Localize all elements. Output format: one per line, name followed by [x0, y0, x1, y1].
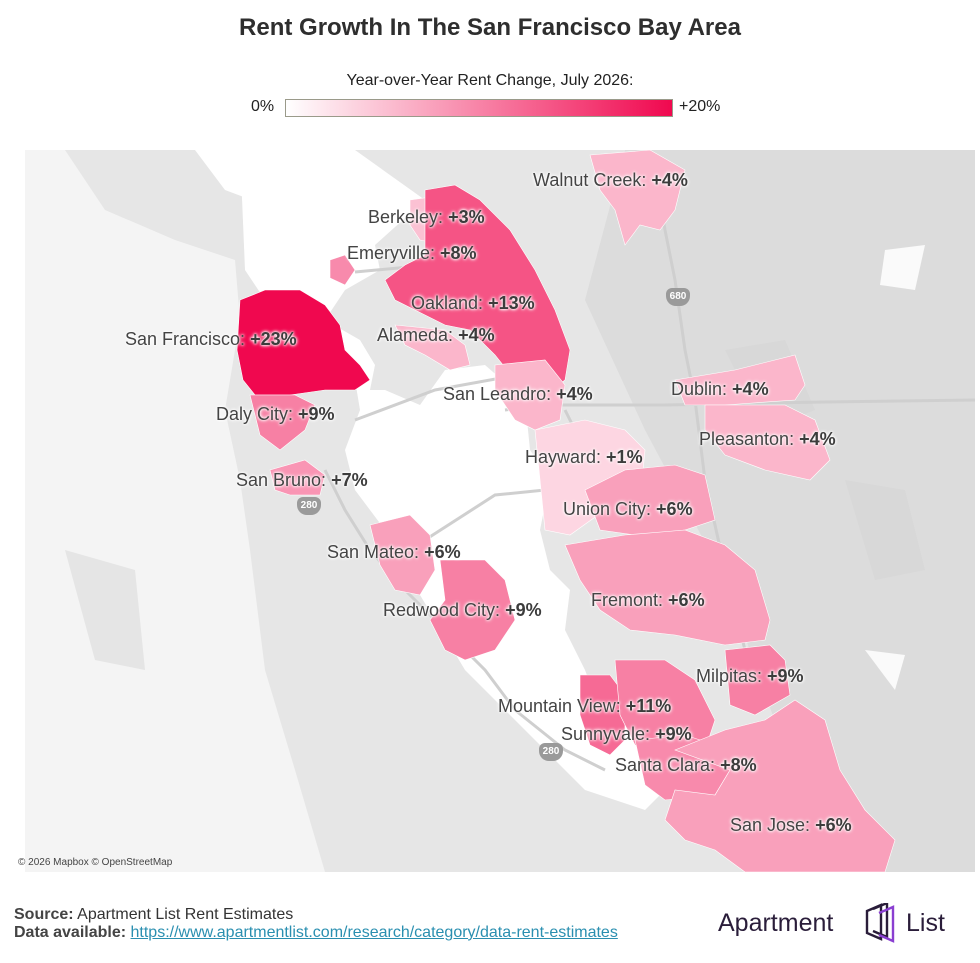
data-source-link[interactable]: https://www.apartmentlist.com/research/c…: [130, 924, 618, 941]
city-label[interactable]: San Mateo: +6%: [327, 542, 461, 562]
basemap: [25, 150, 975, 872]
city-label[interactable]: Daly City: +9%: [216, 404, 335, 424]
city-label[interactable]: Walnut Creek: +4%: [533, 170, 688, 190]
city-label[interactable]: San Francisco: +23%: [125, 329, 297, 349]
region-redwood-city[interactable]: [429, 559, 516, 661]
city-label[interactable]: Hayward: +1%: [525, 447, 643, 467]
source-text: Apartment List Rent Estimates: [77, 906, 294, 923]
map-title: Rent Growth In The San Francisco Bay Are…: [239, 14, 741, 41]
city-label[interactable]: Mountain View: +11%: [498, 696, 672, 716]
city-label[interactable]: Oakland: +13%: [411, 293, 535, 313]
city-label[interactable]: Milpitas: +9%: [696, 666, 804, 686]
region-dublin[interactable]: [674, 354, 806, 406]
city-label[interactable]: Redwood City: +9%: [383, 600, 542, 620]
region-union-city[interactable]: [584, 464, 716, 536]
region-san-leandro[interactable]: [494, 359, 566, 431]
legend-min-label: 0%: [251, 98, 275, 115]
map-area[interactable]: 680 280 280 Walnut Creek: +4% Berkeley: …: [25, 150, 975, 872]
brand-word-apartment: Apartment: [718, 909, 834, 937]
city-label[interactable]: San Jose: +6%: [730, 815, 852, 835]
map-attribution: © 2026 Mapbox © OpenStreetMap: [18, 857, 173, 868]
city-label[interactable]: Santa Clara: +8%: [615, 755, 757, 775]
interstate-280-shield: 280: [297, 497, 321, 515]
region-emeryville[interactable]: [329, 254, 356, 286]
city-label[interactable]: Alameda: +4%: [377, 325, 495, 345]
region-walnut-creek[interactable]: [589, 150, 686, 246]
region-milpitas[interactable]: [724, 644, 791, 716]
region-fremont[interactable]: [564, 529, 771, 646]
legend-max-label: +20%: [679, 98, 721, 115]
brand-word-list: List: [906, 909, 945, 937]
source-label: Source:: [14, 906, 74, 923]
legend-color-ramp: [285, 99, 673, 117]
city-label[interactable]: Pleasanton: +4%: [699, 429, 836, 449]
region-alameda[interactable]: [394, 324, 471, 371]
city-label[interactable]: Dublin: +4%: [671, 379, 769, 399]
region-san-francisco[interactable]: [236, 289, 371, 396]
city-label[interactable]: San Bruno: +7%: [236, 470, 368, 490]
region-pleasanton[interactable]: [704, 404, 831, 481]
city-label[interactable]: Sunnyvale: +9%: [561, 724, 692, 744]
data-available-line: Data available: https://www.apartmentlis…: [14, 924, 618, 942]
region-mountain-view[interactable]: [579, 674, 626, 756]
city-label[interactable]: Fremont: +6%: [591, 590, 705, 610]
region-san-mateo[interactable]: [369, 514, 436, 596]
region-san-jose[interactable]: [664, 699, 896, 872]
region-daly-city[interactable]: [249, 394, 316, 451]
region-san-bruno[interactable]: [269, 459, 326, 496]
legend-title: Year-over-Year Rent Change, July 2026:: [346, 72, 634, 89]
apartment-list-logo: Apartment List: [718, 901, 958, 945]
city-label[interactable]: San Leandro: +4%: [443, 384, 593, 404]
city-label[interactable]: Union City: +6%: [563, 499, 693, 519]
city-label[interactable]: Berkeley: +3%: [368, 207, 485, 227]
interstate-680-shield: 680: [666, 288, 690, 306]
source-line: Source: Apartment List Rent Estimates: [14, 906, 293, 924]
building-icon: [865, 903, 895, 943]
city-label[interactable]: Emeryville: +8%: [347, 243, 477, 263]
interstate-280-shield: 280: [539, 743, 563, 761]
data-available-label: Data available:: [14, 924, 127, 941]
